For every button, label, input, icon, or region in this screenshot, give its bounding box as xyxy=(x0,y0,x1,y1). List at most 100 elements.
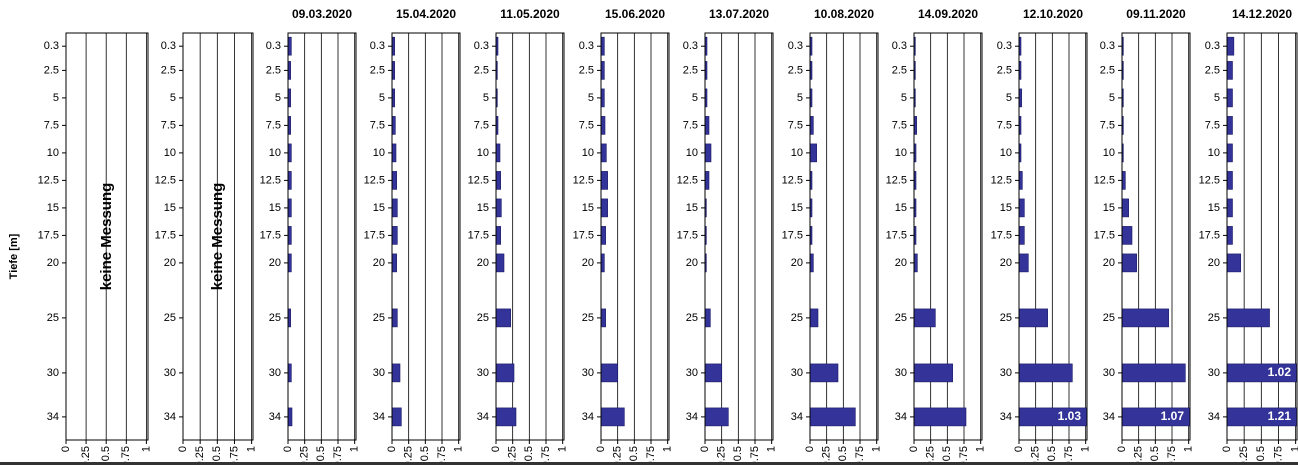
bar xyxy=(705,116,710,135)
bar xyxy=(1227,143,1233,163)
bar xyxy=(392,308,398,328)
bar xyxy=(705,61,708,80)
x-tick-label: 0.5 xyxy=(941,446,953,461)
y-tick-label: 20 xyxy=(47,257,59,269)
bar xyxy=(1227,171,1233,190)
x-tick-label: 0.25 xyxy=(299,446,311,465)
panel-title: 09.11.2020 xyxy=(1126,7,1186,21)
y-tick-label: 34 xyxy=(582,411,594,423)
y-tick-label: 15 xyxy=(373,202,385,214)
bar xyxy=(496,253,505,273)
x-tick-label: 0 xyxy=(1221,446,1233,452)
y-tick-label: 15 xyxy=(791,202,803,214)
bar xyxy=(1019,407,1087,427)
y-tick-label: 7.5 xyxy=(683,119,698,131)
bar xyxy=(914,226,917,245)
y-tick-label: 7.5 xyxy=(370,119,385,131)
x-tick-label: 0.25 xyxy=(403,446,415,465)
bars xyxy=(1227,36,1297,427)
y-tick-label: 12.5 xyxy=(677,174,698,186)
bar xyxy=(705,308,711,328)
bar xyxy=(914,308,936,328)
x-tick-label: 0 xyxy=(908,446,920,452)
bar xyxy=(810,116,814,135)
y-tick-label: 7.5 xyxy=(44,119,59,131)
bar xyxy=(810,171,813,190)
y-tick-label: 7.5 xyxy=(892,119,907,131)
y-tick-label: 17.5 xyxy=(155,229,176,241)
bar xyxy=(601,198,608,218)
bar xyxy=(705,171,710,190)
y-tick-label: 10 xyxy=(47,147,59,159)
x-tick-label: 0.25 xyxy=(612,446,624,465)
bar xyxy=(914,36,916,56)
y-tick-label: 25 xyxy=(895,312,907,324)
y-tick-label: 2.5 xyxy=(892,64,907,76)
panel-title: 13.07.2020 xyxy=(709,7,769,21)
bar xyxy=(1122,116,1124,135)
y-tick-label: 30 xyxy=(269,367,281,379)
x-tick-label: 0.5 xyxy=(837,446,849,461)
bar xyxy=(601,36,605,56)
y-tick-label: 15 xyxy=(164,202,176,214)
x-tick-label: 1 xyxy=(246,446,258,452)
x-tick-label: 0.5 xyxy=(732,446,744,461)
y-tick-label: 2.5 xyxy=(370,64,385,76)
y-tick-label: 15 xyxy=(895,202,907,214)
y-tick-label: 20 xyxy=(164,257,176,269)
x-tick-label: 0.75 xyxy=(120,446,132,465)
y-tick-label: 20 xyxy=(686,257,698,269)
plot-frame xyxy=(913,32,983,441)
x-tick-label: 1 xyxy=(140,446,152,452)
bar xyxy=(1019,308,1048,328)
x-tick-label: 1 xyxy=(349,446,361,452)
bar xyxy=(1019,253,1029,273)
x-tick-label: 1 xyxy=(1183,446,1195,452)
y-tick-label: 12.5 xyxy=(1199,174,1220,186)
y-tick-label: 0.3 xyxy=(683,40,698,52)
x-tick-label: 0.25 xyxy=(1133,446,1145,465)
bar xyxy=(705,226,707,245)
y-tick-label: 0.3 xyxy=(579,40,594,52)
annotation: keine Messung xyxy=(98,183,115,291)
bar xyxy=(914,143,917,163)
x-tick-label: 0.5 xyxy=(100,446,112,461)
x-tick-label: 0 xyxy=(177,446,189,452)
y-tick-label: 10 xyxy=(269,147,281,159)
bar xyxy=(392,198,398,218)
y-tick-label: 0.3 xyxy=(474,40,489,52)
y-tick-label: 0.3 xyxy=(1100,40,1115,52)
bar xyxy=(288,226,292,245)
y-tick-label: 15 xyxy=(47,202,59,214)
y-tick-label: 34 xyxy=(686,411,698,423)
y-tick-label: 5 xyxy=(588,92,594,104)
panel-title: 15.04.2020 xyxy=(396,7,456,21)
bar xyxy=(1122,61,1124,80)
y-tick-label: 17.5 xyxy=(1094,229,1115,241)
bar xyxy=(810,253,814,273)
y-tick-label: 2.5 xyxy=(266,64,281,76)
y-tick-label: 12.5 xyxy=(364,174,385,186)
y-tick-label: 2.5 xyxy=(997,64,1012,76)
y-tick-label: 5 xyxy=(53,92,59,104)
y-tick-label: 5 xyxy=(170,92,176,104)
bar xyxy=(392,226,398,245)
bar xyxy=(496,143,501,163)
x-tick-label: 0.75 xyxy=(540,446,552,465)
bar xyxy=(392,61,395,80)
bar xyxy=(914,116,917,135)
bars xyxy=(288,36,293,427)
x-tick-label: 0.25 xyxy=(716,446,728,465)
y-tick-label: 15 xyxy=(1208,202,1220,214)
bar xyxy=(810,88,813,108)
y-tick-label: 7.5 xyxy=(474,119,489,131)
bar xyxy=(1227,116,1233,135)
y-tick-label: 0.3 xyxy=(266,40,281,52)
y-tick-label: 20 xyxy=(477,257,489,269)
x-tick-label: 0.75 xyxy=(749,446,761,465)
bars xyxy=(705,36,729,427)
bar xyxy=(288,407,293,427)
bar xyxy=(288,171,292,190)
y-tick-label: 30 xyxy=(1000,367,1012,379)
x-tick-label: 0.75 xyxy=(854,446,866,465)
